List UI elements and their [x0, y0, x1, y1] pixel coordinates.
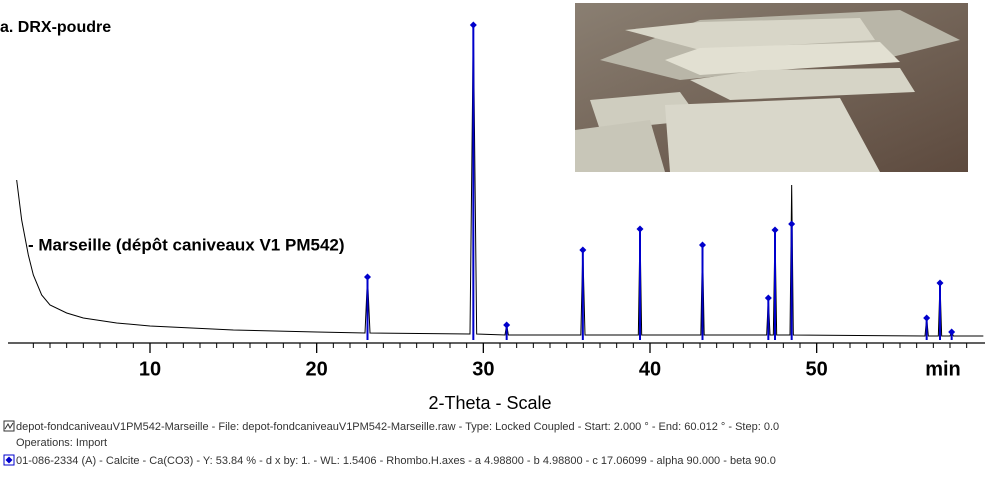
- x-tick-label: 10: [139, 358, 161, 380]
- x-tick-label: 30: [472, 358, 494, 380]
- peak-marker: [636, 225, 644, 233]
- x-axis-label: 2-Theta - Scale: [428, 393, 551, 413]
- legend-entry: 01-086-2334 (A) - Calcite - Ca(CO3) - Y:…: [16, 455, 776, 467]
- peak-marker: [699, 241, 706, 249]
- chart-title: a. DRX-poudre: [0, 19, 111, 36]
- peak-marker: [364, 273, 371, 281]
- peak-marker: [764, 294, 772, 302]
- x-tick-label: 20: [306, 358, 328, 380]
- annotation: - Marseille (dépôt caniveaux V1 PM542): [28, 235, 345, 254]
- peak-marker: [923, 314, 931, 322]
- legend-icon: [3, 420, 15, 466]
- x-tick-label: 40: [639, 358, 661, 380]
- peak-marker: [936, 279, 944, 287]
- peak-marker: [503, 321, 511, 329]
- peak-marker: [579, 246, 587, 254]
- legend-entry: depot-fondcaniveauV1PM542-Marseille - Fi…: [16, 421, 779, 433]
- x-tick-label: 50: [806, 358, 828, 380]
- peak-marker: [469, 21, 477, 29]
- peak-marker: [948, 328, 956, 336]
- sample-photo: [575, 3, 968, 172]
- axis-end-label: min: [925, 358, 961, 380]
- peak-marker: [788, 220, 796, 228]
- peak-marker: [771, 226, 779, 234]
- legend-note: Operations: Import: [16, 437, 107, 449]
